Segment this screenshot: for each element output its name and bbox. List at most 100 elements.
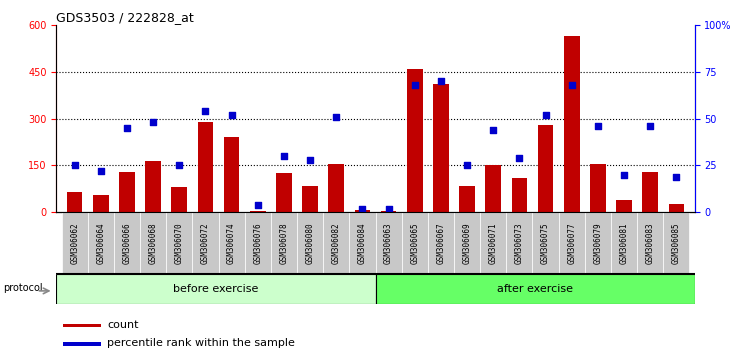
Bar bbox=[407, 69, 423, 212]
Point bbox=[461, 162, 473, 168]
Bar bbox=[485, 165, 501, 212]
Point bbox=[330, 114, 342, 120]
FancyBboxPatch shape bbox=[559, 212, 585, 274]
Text: GDS3503 / 222828_at: GDS3503 / 222828_at bbox=[56, 11, 194, 24]
FancyBboxPatch shape bbox=[376, 274, 695, 304]
Bar bbox=[616, 200, 632, 212]
FancyBboxPatch shape bbox=[349, 212, 376, 274]
Point bbox=[95, 168, 107, 174]
FancyBboxPatch shape bbox=[428, 212, 454, 274]
FancyBboxPatch shape bbox=[506, 212, 532, 274]
FancyBboxPatch shape bbox=[166, 212, 192, 274]
Point bbox=[566, 82, 578, 88]
Point bbox=[644, 123, 656, 129]
Text: GSM306083: GSM306083 bbox=[646, 223, 655, 264]
Bar bbox=[564, 36, 580, 212]
Text: percentile rank within the sample: percentile rank within the sample bbox=[107, 338, 295, 348]
Point bbox=[409, 82, 421, 88]
Bar bbox=[62, 324, 101, 327]
Point bbox=[121, 125, 133, 131]
Point bbox=[252, 202, 264, 208]
Text: GSM306079: GSM306079 bbox=[593, 223, 602, 264]
Point bbox=[147, 120, 159, 125]
Point bbox=[304, 157, 316, 163]
Bar bbox=[642, 172, 658, 212]
Point bbox=[225, 112, 237, 118]
Bar bbox=[224, 137, 240, 212]
Text: GSM306072: GSM306072 bbox=[201, 223, 210, 264]
Point bbox=[68, 162, 80, 168]
Point bbox=[592, 123, 604, 129]
Bar bbox=[459, 186, 475, 212]
Text: GSM306085: GSM306085 bbox=[672, 223, 681, 264]
Point bbox=[200, 108, 212, 114]
Text: after exercise: after exercise bbox=[497, 284, 573, 295]
Text: before exercise: before exercise bbox=[173, 284, 258, 295]
Point bbox=[514, 155, 526, 161]
FancyBboxPatch shape bbox=[245, 212, 271, 274]
Text: GSM306067: GSM306067 bbox=[436, 223, 445, 264]
Bar bbox=[302, 186, 318, 212]
Bar bbox=[250, 211, 266, 212]
Bar bbox=[328, 164, 344, 212]
Text: GSM306066: GSM306066 bbox=[122, 223, 131, 264]
Point bbox=[487, 127, 499, 133]
Bar bbox=[145, 161, 161, 212]
Bar bbox=[511, 178, 527, 212]
Bar bbox=[433, 84, 449, 212]
FancyBboxPatch shape bbox=[480, 212, 506, 274]
FancyBboxPatch shape bbox=[376, 212, 402, 274]
Text: GSM306074: GSM306074 bbox=[227, 223, 236, 264]
Text: GSM306070: GSM306070 bbox=[175, 223, 184, 264]
FancyBboxPatch shape bbox=[323, 212, 349, 274]
Bar bbox=[276, 173, 292, 212]
Bar bbox=[171, 187, 187, 212]
Point bbox=[382, 206, 394, 211]
Bar bbox=[381, 211, 397, 212]
FancyBboxPatch shape bbox=[297, 212, 323, 274]
Text: GSM306069: GSM306069 bbox=[463, 223, 472, 264]
Point bbox=[173, 162, 185, 168]
Bar bbox=[93, 195, 109, 212]
Text: GSM306076: GSM306076 bbox=[253, 223, 262, 264]
Text: GSM306075: GSM306075 bbox=[541, 223, 550, 264]
Text: protocol: protocol bbox=[3, 283, 43, 293]
Text: GSM306078: GSM306078 bbox=[279, 223, 288, 264]
FancyBboxPatch shape bbox=[114, 212, 140, 274]
Text: GSM306071: GSM306071 bbox=[489, 223, 498, 264]
Text: GSM306068: GSM306068 bbox=[149, 223, 158, 264]
Bar bbox=[590, 164, 606, 212]
Point bbox=[618, 172, 630, 178]
Bar bbox=[538, 125, 553, 212]
FancyBboxPatch shape bbox=[88, 212, 114, 274]
FancyBboxPatch shape bbox=[56, 274, 376, 304]
Point bbox=[357, 206, 369, 211]
FancyBboxPatch shape bbox=[140, 212, 166, 274]
Point bbox=[278, 153, 290, 159]
Text: GSM306082: GSM306082 bbox=[332, 223, 341, 264]
Text: GSM306080: GSM306080 bbox=[306, 223, 315, 264]
Point bbox=[539, 112, 551, 118]
FancyBboxPatch shape bbox=[192, 212, 219, 274]
Bar bbox=[119, 172, 135, 212]
FancyBboxPatch shape bbox=[611, 212, 637, 274]
Text: GSM306073: GSM306073 bbox=[515, 223, 524, 264]
FancyBboxPatch shape bbox=[62, 212, 88, 274]
Text: GSM306064: GSM306064 bbox=[96, 223, 105, 264]
Point bbox=[671, 174, 683, 179]
Bar bbox=[62, 342, 101, 346]
FancyBboxPatch shape bbox=[402, 212, 428, 274]
Point bbox=[435, 78, 447, 84]
FancyBboxPatch shape bbox=[637, 212, 663, 274]
Text: GSM306062: GSM306062 bbox=[70, 223, 79, 264]
Text: GSM306084: GSM306084 bbox=[358, 223, 367, 264]
Bar bbox=[354, 210, 370, 212]
Text: GSM306065: GSM306065 bbox=[410, 223, 419, 264]
FancyBboxPatch shape bbox=[663, 212, 689, 274]
FancyBboxPatch shape bbox=[585, 212, 611, 274]
Text: count: count bbox=[107, 320, 138, 330]
FancyBboxPatch shape bbox=[532, 212, 559, 274]
Text: GSM306063: GSM306063 bbox=[384, 223, 393, 264]
Bar bbox=[198, 122, 213, 212]
Bar bbox=[668, 204, 684, 212]
